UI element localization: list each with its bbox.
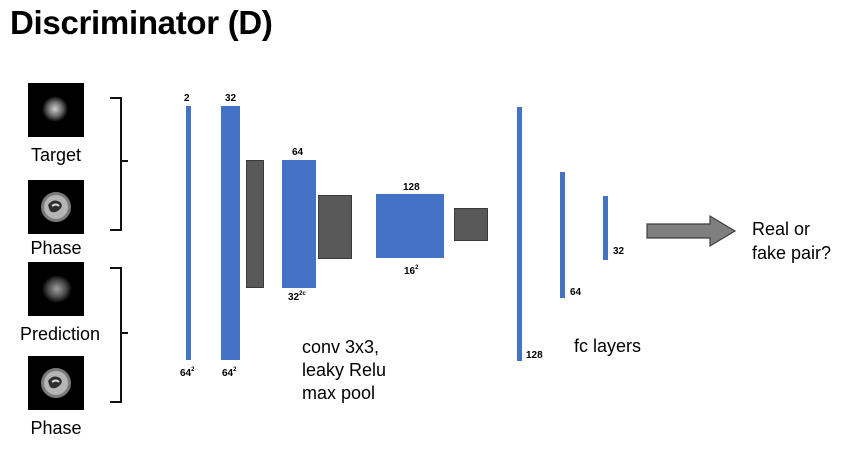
pool2-layer bbox=[318, 195, 352, 259]
output-arrow-icon bbox=[646, 214, 737, 248]
conv3-size-label: 162 bbox=[404, 265, 419, 277]
fc-note: fc layers bbox=[574, 336, 642, 356]
output-label-line-1: Real or bbox=[752, 219, 811, 239]
input-layer bbox=[186, 106, 191, 360]
conv3-layer bbox=[376, 194, 444, 258]
brace-top bbox=[110, 97, 122, 231]
conv1-layer bbox=[221, 106, 240, 360]
target-image bbox=[28, 83, 84, 137]
pool1-layer bbox=[246, 160, 264, 288]
output-label-line-2: fake pair? bbox=[752, 243, 832, 263]
input-label-phase-bottom: Phase bbox=[30, 418, 82, 438]
phase-image-top bbox=[28, 180, 84, 234]
brace-bottom-tick bbox=[120, 332, 128, 334]
fc2-layer bbox=[560, 172, 565, 298]
phase-image-bottom bbox=[28, 356, 84, 410]
conv-note-line-1: conv 3x3, bbox=[302, 337, 380, 357]
output-label: Real or fake pair? bbox=[752, 217, 831, 265]
brace-bottom bbox=[110, 267, 122, 403]
input-size-label: 642 bbox=[180, 367, 195, 379]
pool3-layer bbox=[454, 208, 488, 241]
conv-note-line-3: max pool bbox=[302, 383, 376, 403]
conv2-channels-label: 64 bbox=[292, 147, 304, 158]
input-channels-label: 2 bbox=[184, 93, 190, 104]
conv1-channels-label: 32 bbox=[225, 93, 237, 104]
conv2-size-label: 322c bbox=[288, 291, 306, 303]
input-label-target: Target bbox=[30, 145, 82, 165]
input-label-prediction: Prediction bbox=[19, 324, 101, 344]
conv-note-line-2: leaky Relu bbox=[302, 360, 387, 380]
prediction-image bbox=[28, 262, 84, 316]
fc1-layer bbox=[517, 107, 522, 361]
input-label-phase-top: Phase bbox=[30, 238, 82, 258]
fc3-layer bbox=[603, 196, 608, 260]
fc1-label: 128 bbox=[526, 350, 543, 361]
conv-note: conv 3x3, leaky Relu max pool bbox=[302, 336, 386, 405]
fc2-label: 64 bbox=[570, 287, 582, 298]
fc3-label: 32 bbox=[613, 246, 625, 257]
brace-top-tick bbox=[120, 160, 128, 162]
page-title: Discriminator (D) bbox=[10, 4, 273, 41]
conv1-size-label: 642 bbox=[222, 367, 237, 379]
conv2-layer bbox=[282, 160, 316, 288]
conv3-channels-label: 128 bbox=[403, 182, 420, 193]
